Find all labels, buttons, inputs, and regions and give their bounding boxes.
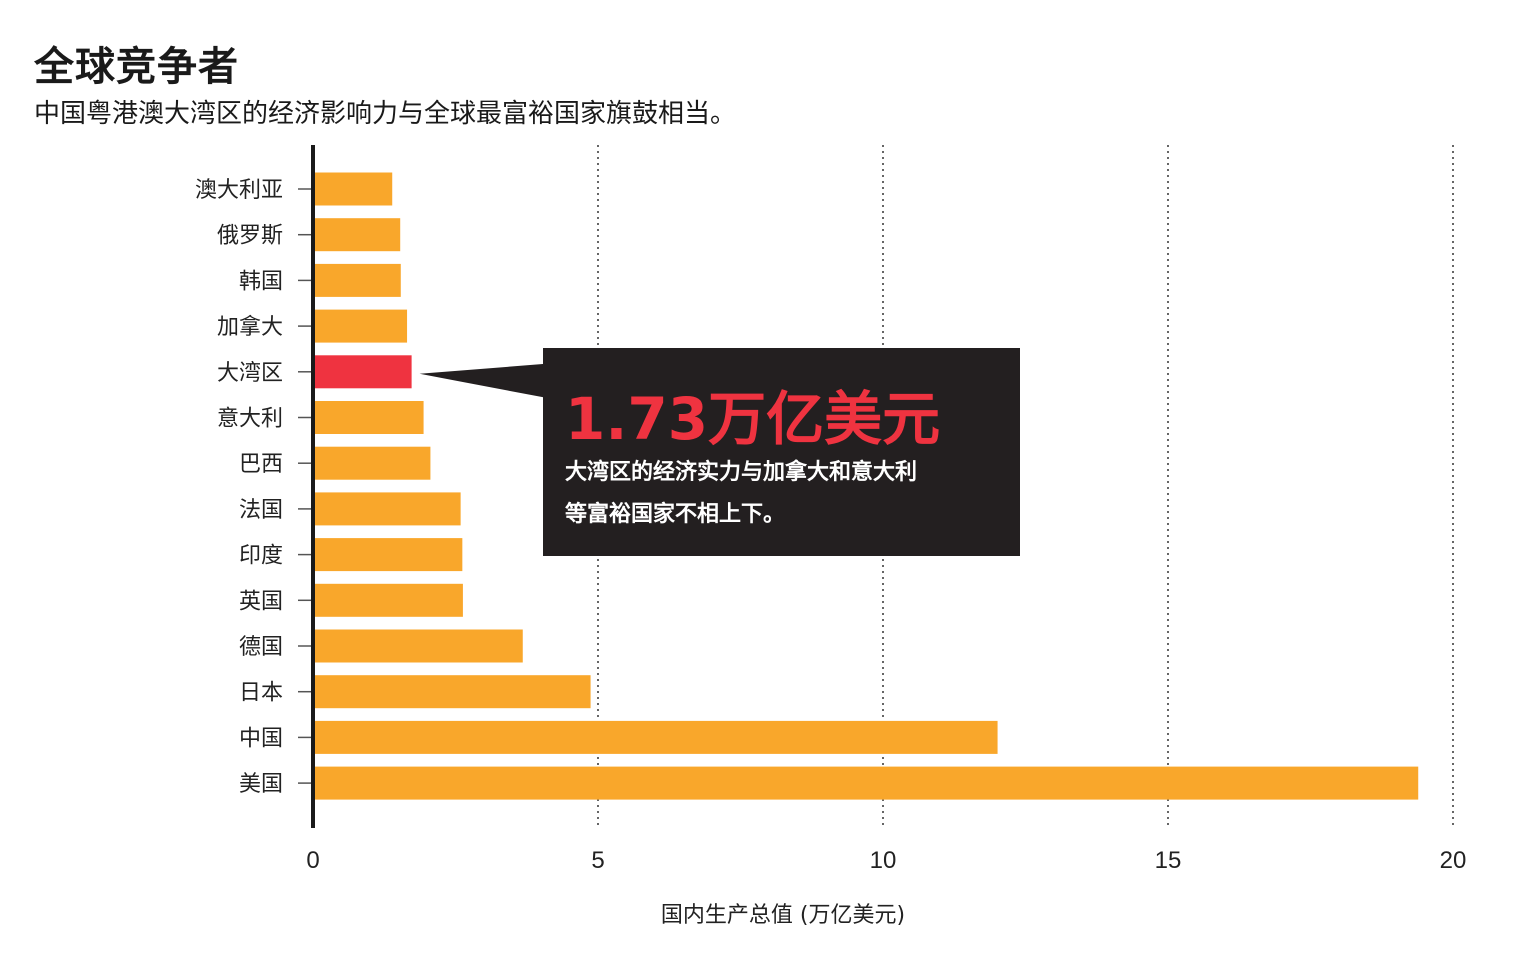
callout-box: 1.73万亿美元 大湾区的经济实力与加拿大和意大利 等富裕国家不相上下。 [543,348,1020,556]
chart-subtitle: 中国粤港澳大湾区的经济影响力与全球最富裕国家旗鼓相当。 [34,99,737,129]
x-axis-label: 国内生产总值 (万亿美元) [661,903,905,928]
bar [315,355,412,389]
bar [315,218,401,252]
callout-text-line1: 大湾区的经济实力与加拿大和意大利 [565,460,918,485]
x-tick-label: 20 [1440,847,1467,874]
category-label: 韩国 [239,269,283,294]
category-label: 中国 [239,726,283,751]
category-label: 大湾区 [217,361,283,386]
bar [315,675,591,709]
callout-value: 1.73万亿美元 [565,385,941,453]
bar [315,446,431,480]
category-label: 法国 [239,498,283,523]
callout-pointer [419,363,546,398]
bar [315,766,1419,800]
category-label: 俄罗斯 [217,224,283,249]
category-label: 澳大利亚 [195,178,283,203]
bar [315,720,998,754]
category-label: 印度 [239,544,283,569]
chart-title: 全球竞争者 [34,44,239,90]
category-label: 英国 [239,589,283,614]
x-tick-label: 0 [306,847,319,874]
bar [315,172,393,206]
bar [315,492,461,526]
x-tick-label: 15 [1155,847,1182,874]
category-label: 日本 [239,681,283,706]
x-tick-label: 10 [870,847,897,874]
bar [315,583,463,617]
x-tick-label: 5 [591,847,604,874]
bar [315,629,523,663]
callout-text-line2: 等富裕国家不相上下。 [565,502,786,527]
callout-text: 大湾区的经济实力与加拿大和意大利 等富裕国家不相上下。 [565,452,1005,536]
category-label: 意大利 [217,407,283,432]
category-label: 加拿大 [217,314,283,340]
bar [315,263,401,297]
category-label: 德国 [239,635,283,660]
bar [315,309,408,343]
bar [315,538,463,572]
category-label: 美国 [239,772,283,797]
category-label: 巴西 [239,452,283,477]
bar [315,401,424,434]
